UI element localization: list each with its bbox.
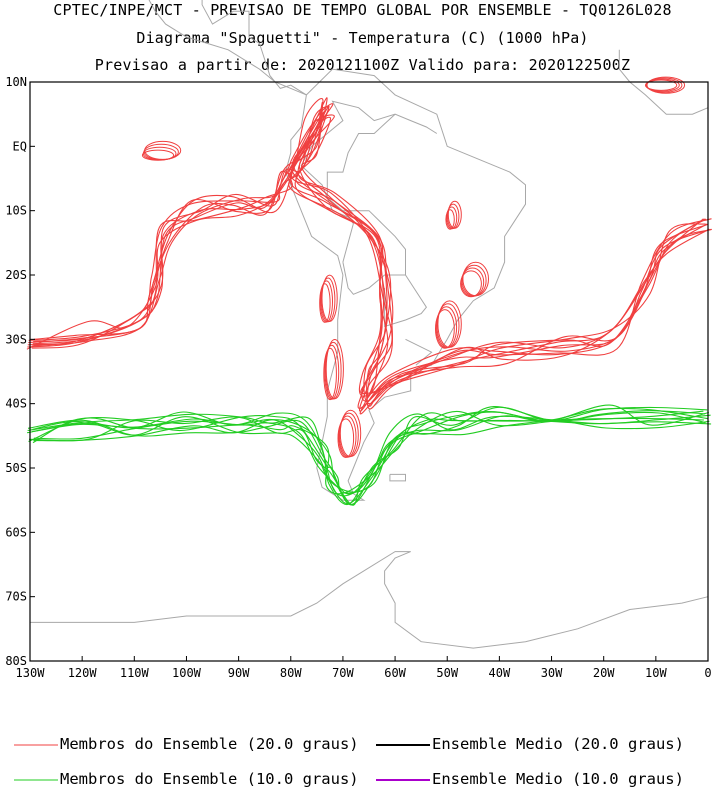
ensemble-member-line: [32, 406, 708, 505]
x-tick-label: 20W: [593, 666, 615, 680]
x-tick-label: 130W: [16, 666, 46, 680]
x-tick-label: 70W: [332, 666, 354, 680]
ensemble-member-line: [33, 112, 710, 407]
ensemble-member-line: [27, 102, 709, 412]
x-tick-label: 30W: [541, 666, 563, 680]
isolated-contour: [447, 200, 462, 229]
y-tick-label: 20S: [5, 268, 27, 282]
y-tick-label: 40S: [5, 397, 27, 411]
isolated-contour: [319, 283, 331, 323]
isolated-contour: [646, 76, 686, 94]
ensemble-member-line: [31, 106, 712, 399]
ensemble-member-line: [31, 416, 704, 505]
y-tick-label: EQ: [13, 139, 27, 153]
x-tick-label: 120W: [68, 666, 98, 680]
y-axis: 10N EQ 10S 20S 30S 40S 50S 60S 70S 80S: [5, 75, 35, 668]
x-tick-label: 110W: [120, 666, 150, 680]
isolated-contour: [437, 300, 462, 348]
isolated-contour: [337, 418, 355, 459]
plot-frame: [29, 81, 709, 662]
ensemble-member-line: [28, 105, 706, 397]
y-tick-label: 30S: [5, 332, 27, 346]
series-ensemble-members-10: [27, 404, 712, 506]
isolated-contour: [321, 274, 338, 322]
x-tick-label: 40W: [489, 666, 511, 680]
ensemble-member-line: [27, 413, 710, 497]
x-tick-label: 60W: [384, 666, 406, 680]
isolated-contour: [461, 264, 487, 297]
coastline-segment: [326, 113, 406, 295]
isolated-contour: [338, 415, 357, 458]
ensemble-member-line: [26, 114, 707, 409]
isolated-contour: [320, 280, 333, 323]
y-tick-label: 70S: [5, 590, 27, 604]
ensemble-member-line: [27, 110, 711, 415]
coastline-segment: [389, 473, 406, 482]
isolated-contour: [645, 77, 683, 93]
chart-validity-line: Previsao a partir de: 2020121100Z Valido…: [94, 56, 631, 74]
isolated-contour: [339, 412, 359, 458]
x-tick-label: 50W: [436, 666, 458, 680]
x-tick-label: 80W: [280, 666, 302, 680]
coastline-segment: [618, 49, 709, 115]
coastline-segment: [285, 68, 526, 501]
isolated-contour: [446, 206, 458, 230]
isolated-contour: [320, 277, 336, 323]
series-layer: [26, 76, 712, 506]
series-ensemble-members-20: [26, 97, 712, 415]
coastline-segment: [201, 0, 307, 96]
isolated-contour: [325, 339, 344, 400]
isolated-contour: [325, 341, 342, 400]
y-tick-label: 10N: [5, 75, 27, 89]
legend-mean-10: Ensemble Medio (10.0 graus): [432, 770, 684, 788]
x-axis: 130W 120W 110W 100W 90W 80W 70W 60W 50W 40W 30W 20W…: [16, 656, 712, 680]
isolated-contour: [324, 344, 340, 400]
y-tick-label: 60S: [5, 525, 27, 539]
isolated-contour: [445, 209, 455, 230]
x-tick-label: 10W: [645, 666, 667, 680]
y-tick-label: 80S: [5, 654, 27, 668]
legend-member-10: Membros do Ensemble (10.0 graus): [60, 770, 359, 788]
y-tick-label: 10S: [5, 204, 27, 218]
ensemble-member-line: [27, 418, 712, 494]
isolated-contours-20: [141, 76, 686, 459]
x-tick-label: 0: [704, 666, 711, 680]
isolated-contour: [460, 267, 485, 297]
ensemble-member-line: [32, 116, 705, 402]
isolated-contour: [144, 140, 182, 160]
isolated-contour: [645, 78, 680, 92]
x-tick-label: 100W: [172, 666, 202, 680]
ensemble-member-line: [32, 406, 706, 505]
legend-member-20: Membros do Ensemble (20.0 graus): [60, 735, 359, 753]
x-tick-label: 90W: [228, 666, 250, 680]
y-tick-label: 50S: [5, 461, 27, 475]
ensemble-member-line: [32, 103, 708, 405]
isolated-contour: [447, 203, 460, 230]
legend-mean-20: Ensemble Medio (20.0 graus): [432, 735, 684, 753]
isolated-contour: [462, 261, 490, 297]
coastline-segment: [405, 338, 433, 366]
ensemble-member-line: [28, 97, 704, 395]
ensemble-member-line: [27, 407, 708, 493]
isolated-contour: [339, 409, 362, 458]
isolated-contour: [323, 347, 337, 401]
coastline-segment: [30, 551, 709, 649]
coastline-segment: [148, 0, 307, 96]
